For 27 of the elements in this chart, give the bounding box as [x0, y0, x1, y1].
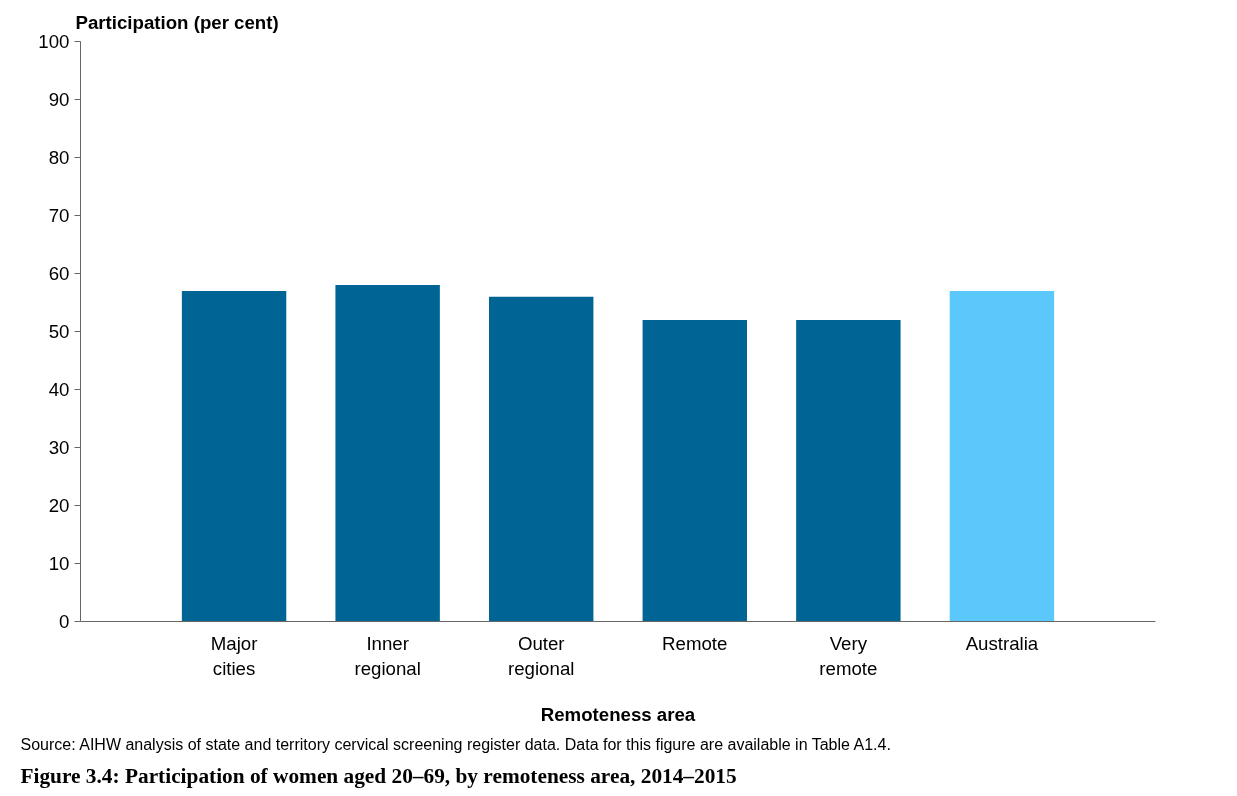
y-tick-label: 60: [48, 263, 70, 284]
x-tick-label: Outer regional: [508, 632, 575, 679]
x-tick-label: Remote: [662, 632, 728, 654]
y-tick-label: 100: [38, 31, 70, 52]
y-tick-label: 10: [48, 553, 70, 574]
bar: [642, 319, 747, 622]
bar: [796, 319, 901, 622]
source-note: Source: AIHW analysis of state and territory cervical screening register data. Data for this figure are available in Table A1.4.: [20, 735, 891, 753]
y-tick-label: 20: [48, 495, 70, 516]
y-axis-title: Participation (per cent): [75, 11, 279, 33]
bar: [181, 290, 287, 622]
y-tick-label: 70: [48, 205, 70, 226]
x-tick-label: Very remote: [819, 632, 878, 679]
bar: [489, 296, 594, 622]
text: Figure 3.4: Participation of women aged 20–69, by remoteness area, 2014–2015: [20, 763, 737, 788]
y-tick-label: 90: [48, 89, 70, 110]
y-tick-label: 50: [48, 321, 70, 342]
bar: [335, 285, 440, 622]
y-tick-label: 30: [48, 437, 70, 458]
x-tick-label: Major cities: [210, 632, 258, 679]
x-tick-label: Australia: [965, 632, 1039, 654]
bar: [949, 290, 1055, 622]
y-tick-label: 40: [48, 379, 70, 400]
x-axis-title: Remoteness area: [540, 703, 696, 725]
y-tick-label: 0: [59, 611, 70, 632]
x-tick-label: Inner regional: [354, 632, 421, 679]
y-tick-label: 80: [48, 147, 70, 168]
